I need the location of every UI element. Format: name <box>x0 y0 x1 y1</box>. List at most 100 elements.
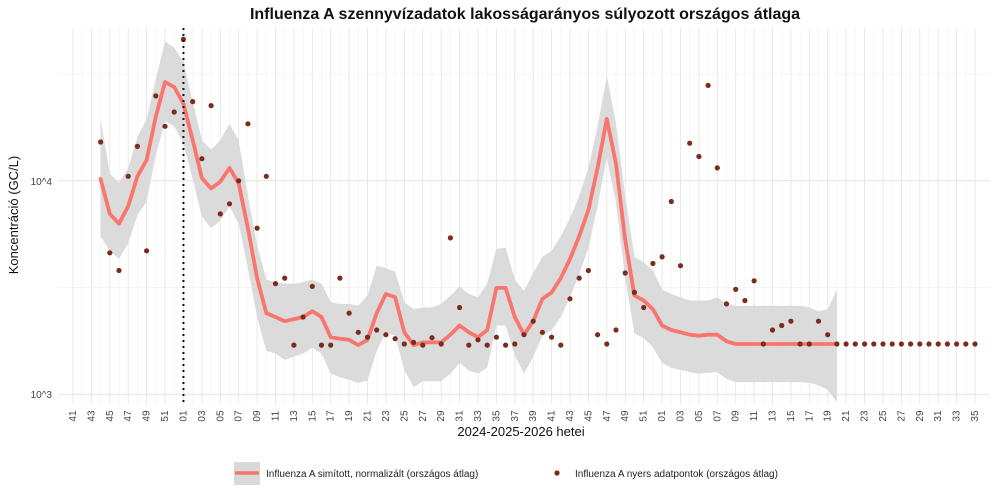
raw-data-point <box>613 327 619 333</box>
raw-data-point <box>539 329 546 335</box>
raw-data-point <box>862 341 868 347</box>
x-tick-label: 41 <box>547 410 558 422</box>
raw-data-point <box>604 341 610 347</box>
raw-data-point <box>898 341 905 347</box>
raw-data-point <box>438 341 444 347</box>
x-tick-label: 15 <box>786 410 797 422</box>
x-tick-label: 21 <box>841 410 852 422</box>
x-tick-label: 29 <box>436 410 447 422</box>
x-tick-label: 19 <box>344 410 355 422</box>
raw-data-point <box>457 304 463 311</box>
raw-points-layer <box>98 36 978 348</box>
raw-data-point <box>797 341 803 347</box>
raw-data-point <box>576 275 582 281</box>
x-tick-label: 19 <box>823 410 834 422</box>
x-tick-label: 29 <box>915 410 926 422</box>
raw-data-point <box>871 341 877 347</box>
x-tick-labels: 41 43 45 47 49 51 01 03 05 07 09 11 13 15 17 19 21 23 25 27… <box>68 410 981 422</box>
raw-data-point <box>493 334 499 340</box>
raw-data-point <box>420 342 426 348</box>
raw-data-point <box>926 341 932 347</box>
raw-data-point <box>723 301 730 307</box>
raw-data-point <box>364 334 371 340</box>
raw-data-point <box>567 296 573 302</box>
raw-data-point <box>733 286 739 292</box>
x-tick-label: 49 <box>142 410 153 422</box>
raw-data-point <box>521 332 527 338</box>
raw-data-point <box>217 211 223 217</box>
raw-data-point <box>788 318 794 324</box>
raw-data-point <box>908 341 914 347</box>
x-tick-label: 41 <box>68 410 79 422</box>
x-tick-label: 45 <box>105 410 116 422</box>
x-tick-label: 31 <box>933 410 944 422</box>
x-tick-label: 05 <box>694 410 705 422</box>
x-tick-label: 35 <box>491 410 502 422</box>
x-tick-label: 13 <box>289 410 300 422</box>
raw-data-point <box>309 283 315 289</box>
x-tick-label: 47 <box>602 410 613 422</box>
raw-data-point <box>641 304 647 311</box>
y-tick-label: 10^3 <box>31 390 53 401</box>
x-tick-label: 23 <box>860 410 871 422</box>
x-tick-label: 27 <box>418 410 429 422</box>
x-tick-label: 51 <box>639 410 650 422</box>
x-tick-label: 17 <box>326 410 337 422</box>
x-tick-label: 09 <box>731 410 742 422</box>
smoothed-line <box>98 80 839 348</box>
raw-data-point <box>760 341 766 347</box>
raw-data-point <box>291 342 297 348</box>
x-tick-label: 03 <box>197 410 208 422</box>
raw-data-point <box>98 139 104 145</box>
x-tick-label: 23 <box>381 410 392 422</box>
raw-data-point <box>963 341 969 347</box>
raw-data-point <box>374 327 380 333</box>
legend-point-swatch <box>554 470 560 476</box>
raw-data-point <box>622 270 628 276</box>
raw-data-point <box>447 235 453 241</box>
x-tick-label: 03 <box>676 410 687 422</box>
raw-data-point <box>226 201 233 207</box>
raw-data-point <box>954 341 960 347</box>
raw-data-point <box>134 143 140 149</box>
legend-label-smoothed: Influenza A simított, normalizált (orszá… <box>266 469 478 480</box>
raw-data-point <box>769 327 776 333</box>
x-tick-label: 35 <box>970 410 981 422</box>
legend-item-raw: Influenza A nyers adatpontok (országos á… <box>554 469 778 480</box>
raw-data-point <box>705 82 711 88</box>
raw-data-point <box>825 332 831 338</box>
raw-data-point <box>272 281 279 287</box>
raw-data-point <box>355 329 361 335</box>
raw-data-point <box>318 342 325 348</box>
raw-data-point <box>107 250 113 256</box>
x-tick-label: 43 <box>86 410 97 422</box>
x-tick-label: 31 <box>455 410 466 422</box>
x-tick-label: 07 <box>234 410 245 422</box>
x-tick-label: 45 <box>583 410 594 422</box>
raw-data-point <box>503 342 509 348</box>
legend: Influenza A simított, normalizált (orszá… <box>234 462 778 485</box>
raw-data-point <box>328 342 334 348</box>
x-tick-label: 17 <box>804 410 815 422</box>
raw-data-point <box>631 289 638 295</box>
y-tick-labels: 10^3 10^4 <box>31 177 53 401</box>
raw-data-point <box>834 341 840 347</box>
x-tick-label: 33 <box>952 410 963 422</box>
x-tick-label: 33 <box>473 410 484 422</box>
raw-data-point <box>475 337 481 343</box>
raw-data-point <box>466 342 472 348</box>
raw-data-point <box>484 342 490 348</box>
raw-data-point <box>153 93 159 99</box>
raw-data-point <box>843 341 849 347</box>
raw-data-point <box>263 173 269 179</box>
raw-data-point <box>852 341 858 347</box>
x-tick-label: 47 <box>123 410 134 422</box>
raw-data-point <box>668 198 674 205</box>
raw-data-point <box>125 173 131 179</box>
raw-data-point <box>512 341 518 347</box>
raw-data-point <box>677 263 684 269</box>
raw-data-point <box>116 267 122 274</box>
x-tick-label: 25 <box>878 410 889 422</box>
